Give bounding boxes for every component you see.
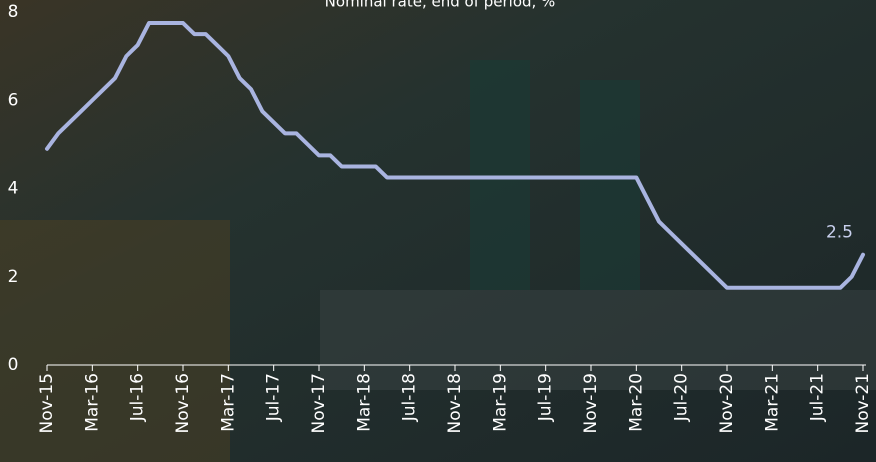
y-tick-label: 8 (8, 2, 19, 22)
x-tick-label: Jul-21 (808, 373, 828, 422)
chart-title: Nominal rate, end of period, % (325, 0, 556, 11)
x-tick-label: Nov-20 (717, 373, 737, 434)
x-tick-label: Mar-21 (762, 373, 782, 432)
background-wall (0, 220, 230, 462)
x-tick-label: Nov-18 (445, 373, 465, 434)
x-tick-label: Jul-19 (536, 373, 556, 422)
x-tick-label: Jul-17 (264, 373, 284, 422)
data-label: 2.5 (826, 223, 853, 243)
x-tick-label: Nov-17 (309, 373, 329, 434)
x-tick-label: Nov-15 (37, 373, 57, 434)
x-tick-label: Nov-16 (173, 373, 193, 434)
y-tick-label: 6 (8, 90, 19, 110)
chart: Nominal rate, end of period, % 0 2 4 6 8 Nov-… (0, 0, 876, 462)
x-tick-label: Mar-20 (626, 373, 646, 432)
x-tick-label: Jul-20 (672, 373, 692, 422)
y-tick-label: 2 (8, 267, 19, 287)
y-tick-label: 0 (8, 355, 19, 375)
background-door (580, 80, 640, 290)
x-tick-label: Jul-18 (400, 373, 420, 422)
background-door (470, 60, 530, 290)
x-tick-label: Mar-17 (218, 373, 238, 432)
y-tick-label: 4 (8, 179, 19, 199)
x-tick-label: Mar-16 (82, 373, 102, 432)
x-tick-label: Mar-19 (490, 373, 510, 432)
x-tick-label: Mar-18 (354, 373, 374, 432)
x-tick-label: Jul-16 (128, 373, 148, 422)
x-tick-label: Nov-21 (853, 373, 873, 434)
x-tick-label: Nov-19 (581, 373, 601, 434)
